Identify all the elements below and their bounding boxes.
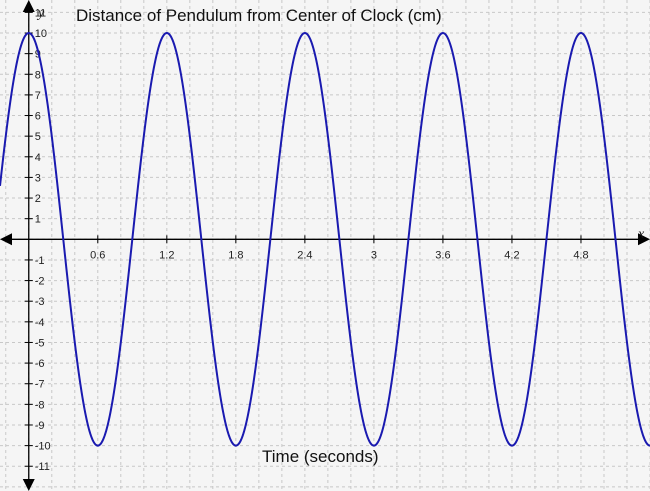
y-axis-variable: y <box>36 6 45 21</box>
y-tick-label: -11 <box>35 461 50 473</box>
y-tick-label: -4 <box>35 317 45 329</box>
chart-title: Distance of Pendulum from Center of Cloc… <box>76 6 442 25</box>
y-tick-label: 10 <box>35 28 47 40</box>
x-tick-label: 2.4 <box>297 249 312 261</box>
x-tick-label: 0.6 <box>90 249 105 261</box>
y-tick-label: -10 <box>35 441 51 453</box>
x-tick-label: 4.8 <box>573 249 588 261</box>
y-tick-label: -8 <box>35 399 45 411</box>
x-tick-label: 4.2 <box>504 249 519 261</box>
y-tick-label: 4 <box>35 152 41 164</box>
y-tick-label: -9 <box>35 420 45 432</box>
x-tick-label: 3 <box>371 249 377 261</box>
y-tick-label: 7 <box>35 90 41 102</box>
y-tick-label: 2 <box>35 193 41 205</box>
vertical-gridlines <box>5 0 650 491</box>
y-tick-label: 6 <box>35 111 41 123</box>
x-tick-label: 1.2 <box>159 249 174 261</box>
y-tick-label: -1 <box>35 255 45 267</box>
x-axis-arrow-left <box>0 233 12 246</box>
y-tick-label: -6 <box>35 358 45 370</box>
x-ticks: 0.6 1.2 1.8 2.4 3 3.6 4.2 4.8 <box>90 235 589 261</box>
series-line <box>0 31 650 447</box>
y-tick-label: -2 <box>35 276 45 288</box>
x-axis-arrow-right <box>638 233 650 246</box>
y-tick-label: -5 <box>35 337 45 349</box>
x-tick-label: 1.8 <box>228 249 243 261</box>
x-tick-label: 3.6 <box>435 249 450 261</box>
y-tick-label: 5 <box>35 131 41 143</box>
y-tick-label: 3 <box>35 172 41 184</box>
y-axis-arrow-down <box>22 479 35 491</box>
y-tick-label: 1 <box>35 214 41 226</box>
y-tick-label: -3 <box>35 296 45 308</box>
y-tick-label: 9 <box>35 49 41 61</box>
x-axis-label: Time (seconds) <box>262 447 379 466</box>
x-axis-variable: x <box>637 227 645 242</box>
y-tick-label: -7 <box>35 379 45 391</box>
y-axis-arrow-up <box>22 0 35 12</box>
y-tick-label: 11 <box>35 7 46 19</box>
y-tick-label: 8 <box>35 69 41 81</box>
